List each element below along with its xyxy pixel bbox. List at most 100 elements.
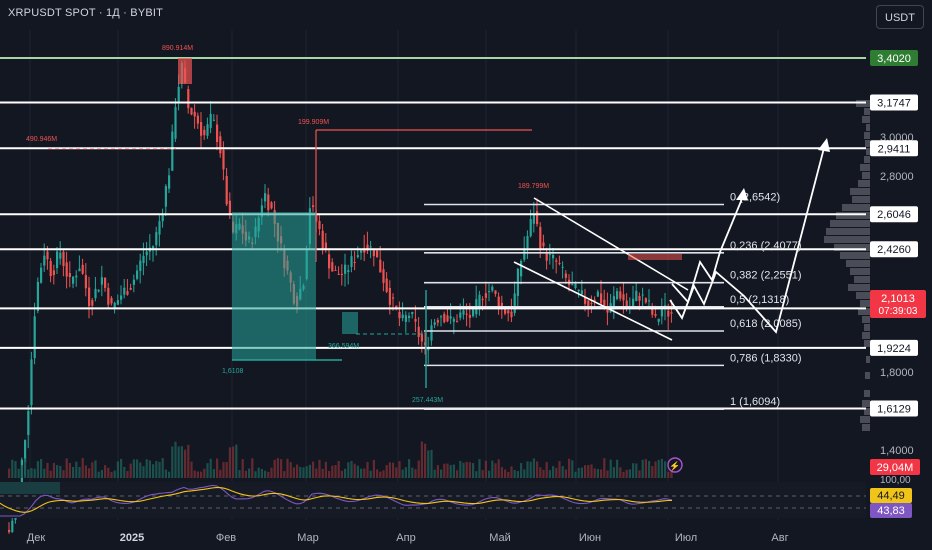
annotation-label: 366.594M bbox=[328, 343, 359, 350]
candle-body bbox=[507, 310, 510, 314]
volume-bar bbox=[376, 469, 379, 478]
volume-bar bbox=[500, 467, 503, 478]
volume-bar bbox=[475, 471, 478, 478]
volume-bar bbox=[648, 460, 651, 478]
candle-body bbox=[459, 312, 462, 318]
volume-bar bbox=[523, 469, 526, 478]
candle-body bbox=[504, 309, 507, 314]
volume-bar bbox=[440, 469, 443, 478]
volume-bar bbox=[651, 466, 654, 478]
candle-body bbox=[392, 297, 395, 299]
volume-bar bbox=[459, 460, 462, 478]
currency-button[interactable]: USDT bbox=[876, 5, 924, 29]
volume-bar bbox=[8, 468, 11, 478]
candle-body bbox=[497, 296, 500, 309]
candle-body bbox=[651, 306, 654, 315]
candle-body bbox=[667, 310, 670, 317]
volume-bar bbox=[62, 470, 65, 478]
volume-bar bbox=[558, 461, 561, 478]
volume-bar bbox=[318, 459, 321, 478]
candle-body bbox=[171, 131, 174, 171]
volume-bar bbox=[600, 469, 603, 478]
volume-bar bbox=[619, 467, 622, 478]
volume-bar bbox=[244, 470, 247, 478]
candle-body bbox=[600, 293, 603, 304]
candle-body bbox=[408, 315, 411, 318]
volume-bar bbox=[638, 470, 641, 478]
volume-bar bbox=[424, 443, 427, 478]
volume-bar bbox=[184, 449, 187, 478]
volume-bar bbox=[670, 470, 673, 478]
volume-bar bbox=[171, 446, 174, 478]
candle-body bbox=[203, 129, 206, 136]
volume-bar bbox=[504, 469, 507, 478]
candle-body bbox=[200, 122, 203, 136]
candle-body bbox=[420, 334, 423, 342]
candle-body bbox=[158, 221, 161, 235]
volume-bar bbox=[11, 459, 14, 478]
volume-bar bbox=[75, 461, 78, 478]
volume-bar bbox=[56, 465, 59, 478]
volume-profile-bar bbox=[846, 260, 870, 267]
volume-bar bbox=[286, 458, 289, 478]
time-tick: Авг bbox=[771, 532, 788, 544]
volume-bar bbox=[193, 470, 196, 478]
volume-bar bbox=[100, 469, 103, 478]
candle-body bbox=[107, 287, 110, 305]
volume-profile-bar bbox=[862, 424, 870, 431]
volume-bar bbox=[161, 458, 164, 478]
volume-bar bbox=[270, 467, 273, 478]
volume-bar bbox=[59, 465, 62, 478]
candle-body bbox=[472, 306, 475, 317]
candle-body bbox=[212, 119, 215, 121]
fib-label: 0,382 (2,2551) bbox=[730, 270, 802, 282]
volume-bar bbox=[52, 462, 55, 478]
candle-body bbox=[222, 149, 225, 170]
volume-bar bbox=[430, 449, 433, 478]
candle-body bbox=[401, 314, 404, 319]
volume-bar bbox=[17, 468, 20, 478]
candle-body bbox=[337, 273, 340, 275]
candle-body bbox=[174, 107, 177, 139]
candle-body bbox=[24, 440, 27, 463]
candle-body bbox=[388, 287, 391, 305]
volume-bar bbox=[113, 470, 116, 478]
volume-bar bbox=[395, 467, 398, 478]
volume-bar bbox=[436, 465, 439, 478]
volume-bar bbox=[257, 467, 260, 478]
annotation-label: 189.799M bbox=[518, 183, 549, 190]
volume-profile-bar bbox=[864, 324, 870, 331]
candle-body bbox=[510, 311, 513, 318]
candle-body bbox=[539, 226, 542, 250]
volume-bar bbox=[49, 470, 52, 478]
level-tag: 2,9411 bbox=[870, 140, 918, 157]
candle-body bbox=[452, 318, 455, 322]
candle-body bbox=[139, 260, 142, 271]
volume-bar bbox=[587, 465, 590, 478]
volume-profile-bar bbox=[862, 116, 870, 123]
volume-bar bbox=[328, 471, 331, 478]
candle-body bbox=[625, 300, 628, 309]
volume-bar bbox=[593, 468, 596, 478]
volume-profile-bar bbox=[830, 220, 870, 227]
volume-bar bbox=[539, 467, 542, 478]
volume-bar bbox=[443, 463, 446, 478]
volume-bar bbox=[667, 471, 670, 478]
rsi-overbought-fill bbox=[0, 482, 60, 494]
volume-bar bbox=[625, 469, 628, 478]
volume-bar bbox=[241, 459, 244, 478]
candle-body bbox=[120, 295, 123, 300]
volume-bar bbox=[280, 459, 283, 478]
volume-bar bbox=[520, 463, 523, 478]
arrow-head bbox=[818, 138, 830, 152]
volume-bar bbox=[561, 466, 564, 478]
time-tick: Июн bbox=[579, 532, 601, 544]
volume-bar bbox=[78, 466, 81, 478]
level-tag-label: 3,1747 bbox=[877, 98, 911, 110]
time-axis: Дек 2025 Фев Мар Апр Май Июн Июл Авг bbox=[27, 532, 789, 544]
candle-body bbox=[555, 260, 558, 262]
volume-bar bbox=[606, 470, 609, 478]
candle-body bbox=[68, 273, 71, 277]
candle-body bbox=[369, 246, 372, 248]
